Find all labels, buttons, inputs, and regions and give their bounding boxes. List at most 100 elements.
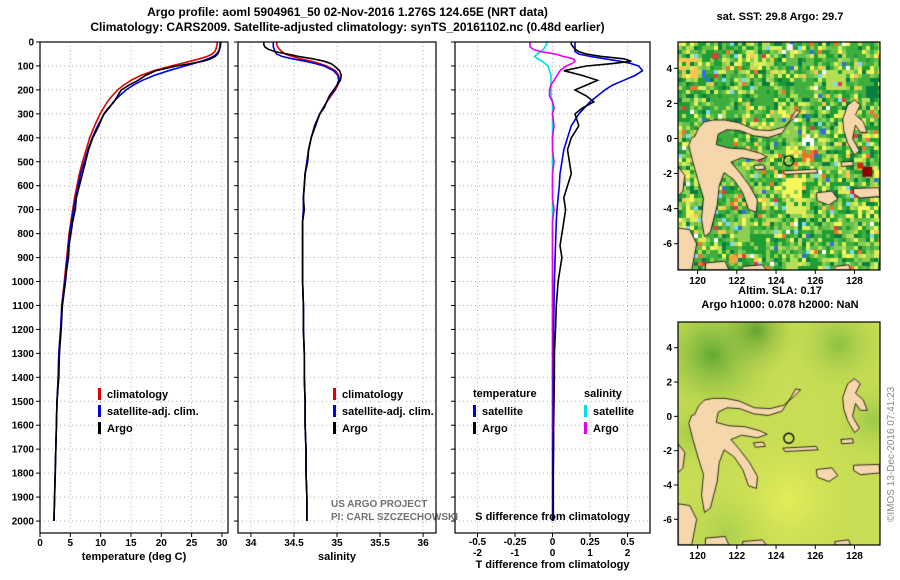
salinity-panel: 34 34.5 35 35.5 36 salinity climatology satelli… — [234, 41, 437, 563]
depth-tick-label: 1400 — [12, 373, 35, 384]
t-scale-tick-label: 0 — [550, 548, 556, 559]
legend-marker — [584, 422, 587, 434]
credits-line-2: PI: CARL SZCZECHOWSKI — [331, 512, 459, 523]
map-y-tick-label: -4 — [663, 204, 672, 215]
legend-label: satellite — [593, 406, 634, 418]
series-satellite-adj.-clim. — [53, 42, 222, 522]
sla-map-subtitle: Argo h1000: 0.078 h2000: NaN — [701, 299, 859, 311]
x-tick-label: 20 — [156, 538, 168, 549]
x-axis-label: temperature (deg C) — [82, 551, 187, 563]
x-tick-label: 25 — [186, 538, 198, 549]
map-y-tick-label: 2 — [666, 99, 672, 110]
map-x-tick-label: 120 — [689, 551, 706, 562]
s-scale-tick-label: -0.5 — [469, 537, 487, 548]
legend-label: climatology — [342, 389, 404, 401]
depth-tick-label: 1600 — [12, 421, 35, 432]
map-x-tick-label: 124 — [768, 276, 785, 287]
map-x-tick-label: 126 — [807, 551, 824, 562]
sst-map-title: sat. SST: 29.8 Argo: 29.7 — [716, 11, 844, 23]
s-axis-inner-label: S difference from climatology — [475, 511, 631, 523]
legend-marker — [333, 405, 336, 417]
map-x-tick-label: 120 — [689, 276, 706, 287]
map-x-tick-label: 126 — [807, 276, 824, 287]
map-y-tick-label: -2 — [663, 446, 672, 457]
legend-marker — [98, 388, 101, 400]
depth-tick-label: 2000 — [12, 517, 35, 528]
series-group — [53, 42, 222, 522]
x-tick-label: 5 — [68, 538, 74, 549]
x-tick-label: 15 — [125, 538, 137, 549]
credits-block: US ARGO PROJECT PI: CARL SZCZECHOWSKI — [331, 498, 501, 524]
x-tick-label: 34 — [245, 538, 257, 549]
map-y-tick-label: 4 — [666, 343, 672, 354]
map-y-tick-label: -4 — [663, 480, 672, 491]
map-y-tick-label: 4 — [666, 64, 672, 75]
legend-label: satellite-adj. clim. — [107, 406, 199, 418]
depth-tick-label: 200 — [17, 85, 34, 96]
x-tick-label: 35.5 — [370, 538, 390, 549]
legend-label: climatology — [107, 389, 169, 401]
figure-subtitle: Climatology: CARS2009. Satellite-adjuste… — [90, 20, 605, 34]
series-argo — [262, 42, 343, 521]
map-y-tick-label: 0 — [666, 412, 672, 423]
depth-tick-label: 100 — [17, 61, 34, 72]
legend-label: satellite — [482, 406, 523, 418]
t-scale-tick-label: 1 — [587, 548, 593, 559]
series-t-satellite — [552, 42, 644, 521]
series-argo — [53, 42, 221, 522]
legend-label: Argo — [107, 423, 133, 435]
depth-tick-label: 900 — [17, 253, 34, 264]
sla-map-title: Altim. SLA: 0.17 — [738, 285, 822, 297]
depth-tick-label: 1700 — [12, 445, 35, 456]
x-tick-label: 10 — [95, 538, 107, 549]
map-y-tick-label: -2 — [663, 169, 672, 180]
map-x-tick-label: 128 — [846, 551, 863, 562]
legend-label: Argo — [593, 423, 619, 435]
depth-tick-label: 1800 — [12, 469, 35, 480]
legend-marker — [98, 405, 101, 417]
depth-tick-label: 1100 — [12, 301, 34, 312]
legend-marker — [98, 422, 101, 434]
series-group — [529, 42, 644, 521]
legend-marker — [473, 422, 476, 434]
map-frame — [677, 321, 881, 546]
depth-tick-label: 1300 — [12, 349, 35, 360]
x-tick-label: 0 — [37, 538, 43, 549]
map-y-tick-label: -6 — [663, 239, 672, 250]
map-x-tick-label: 122 — [728, 276, 745, 287]
map-x-tick-label: 122 — [728, 551, 745, 562]
map-x-tick-label: 124 — [768, 551, 785, 562]
series-group — [262, 42, 343, 521]
x-tick-label: 36 — [418, 538, 430, 549]
depth-tick-label: 1200 — [12, 325, 35, 336]
map-y-tick-label: -6 — [663, 515, 672, 526]
legend-label: Argo — [342, 423, 368, 435]
depth-tick-label: 1900 — [12, 493, 35, 504]
depth-tick-label: 300 — [17, 109, 34, 120]
depth-tick-label: 500 — [17, 157, 34, 168]
map-frame — [677, 41, 881, 271]
t-scale-tick-label: -1 — [511, 548, 520, 559]
sla-map — [678, 322, 880, 545]
depth-tick-label: 800 — [17, 229, 34, 240]
legend-marker — [333, 422, 336, 434]
legend-label: satellite-adj. clim. — [342, 406, 434, 418]
axes-frame — [39, 41, 229, 534]
legend-label: Argo — [482, 423, 508, 435]
legend-marker — [584, 405, 587, 417]
depth-tick-label: 400 — [17, 133, 34, 144]
x-tick-label: 34.5 — [284, 538, 304, 549]
axes-frame — [237, 41, 437, 534]
x-tick-label: 30 — [216, 538, 228, 549]
depth-tick-label: 600 — [17, 181, 34, 192]
map-y-tick-label: 0 — [666, 134, 672, 145]
sst-map-axes: 120 122 124 126 128 4 2 0 -2 -4 -6 — [663, 41, 881, 287]
x-tick-label: 35 — [331, 538, 343, 549]
temperature-panel: 0 5 10 15 20 25 300100200300400500600700800900… — [12, 38, 229, 563]
figure-title: Argo profile: aoml 5904961_50 02-Nov-201… — [147, 5, 548, 19]
s-scale-tick-label: 0 — [550, 537, 556, 548]
legend-group-title: salinity — [584, 388, 623, 400]
s-scale-tick-label: 0.25 — [580, 537, 600, 548]
sla-map-axes: 120 122 124 126 128 4 2 0 -2 -4 -6 — [663, 321, 881, 562]
